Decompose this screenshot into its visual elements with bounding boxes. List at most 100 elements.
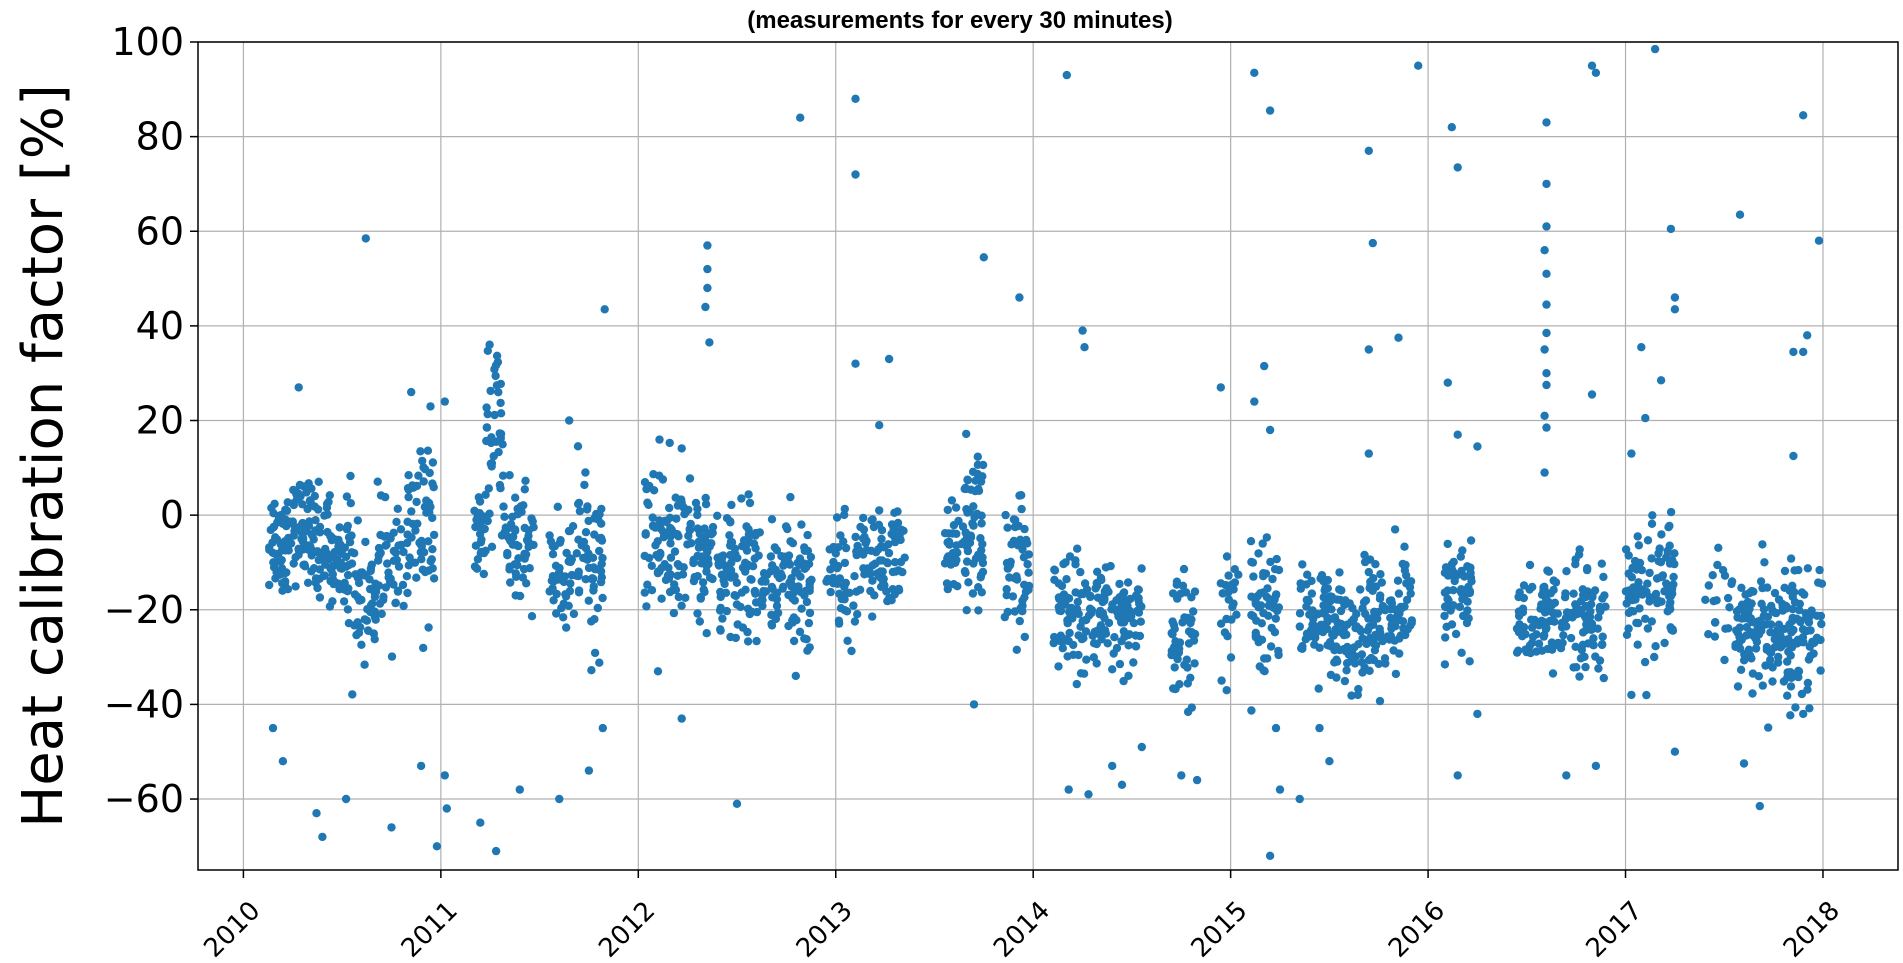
data-point: [417, 536, 426, 546]
data-point: [1757, 626, 1766, 635]
data-point: [419, 643, 428, 653]
data-point: [707, 530, 716, 539]
data-point: [1812, 611, 1822, 620]
data-point: [736, 602, 745, 612]
y-tick-label: −40: [104, 682, 184, 726]
data-point: [1217, 676, 1226, 685]
data-point: [883, 558, 892, 568]
data-point: [1014, 521, 1023, 531]
data-point: [660, 560, 669, 569]
data-point: [1756, 577, 1766, 586]
data-point: [1627, 449, 1636, 458]
data-point: [745, 498, 755, 508]
data-point: [520, 523, 529, 533]
data-point: [727, 500, 736, 510]
data-point: [1263, 584, 1272, 593]
data-point: [1739, 759, 1749, 768]
data-point: [1015, 491, 1024, 500]
data-point: [510, 560, 519, 569]
data-point: [1642, 690, 1651, 700]
data-point: [1093, 567, 1102, 576]
data-point: [1271, 723, 1281, 733]
data-point: [555, 563, 564, 573]
data-point: [1320, 607, 1330, 616]
y-tick-label: 60: [136, 209, 184, 253]
data-point: [1704, 581, 1714, 590]
data-point: [1458, 595, 1467, 604]
data-point: [760, 569, 769, 579]
data-point: [1786, 554, 1796, 563]
data-point: [385, 577, 395, 586]
data-point: [1635, 604, 1644, 613]
data-point: [1542, 595, 1551, 604]
data-point: [503, 548, 512, 558]
data-point: [725, 531, 734, 540]
data-point: [559, 613, 568, 622]
data-point: [269, 522, 279, 531]
data-point: [511, 569, 520, 578]
data-point: [971, 476, 980, 485]
data-point: [506, 578, 515, 587]
y-tick-label: 20: [136, 399, 184, 443]
data-point: [1002, 585, 1011, 594]
data-point: [1562, 771, 1571, 780]
data-point: [1298, 560, 1307, 569]
data-point: [471, 541, 481, 550]
data-point: [396, 525, 406, 534]
data-points: [265, 44, 1827, 860]
data-point: [1640, 657, 1650, 667]
data-point: [403, 484, 413, 493]
data-point: [1528, 582, 1537, 592]
data-point: [1665, 592, 1674, 601]
data-point: [677, 498, 686, 507]
data-point: [1587, 61, 1597, 70]
data-point: [1123, 578, 1133, 587]
data-point: [1352, 622, 1361, 631]
data-point: [1447, 620, 1457, 629]
data-point: [1364, 146, 1374, 155]
x-tick-label: 2011: [396, 896, 464, 963]
data-point: [1054, 593, 1064, 602]
data-point: [565, 416, 574, 425]
data-point: [978, 539, 987, 549]
data-point: [1063, 619, 1072, 628]
data-point: [874, 520, 884, 529]
data-point: [1255, 662, 1265, 671]
data-point: [472, 515, 481, 524]
data-point: [522, 579, 531, 588]
data-point: [862, 545, 871, 555]
data-point: [1440, 602, 1450, 611]
data-point: [1795, 605, 1804, 615]
data-point: [494, 388, 503, 397]
data-point: [1441, 633, 1450, 642]
data-point: [521, 476, 530, 485]
data-point: [1316, 624, 1325, 634]
data-point: [595, 510, 604, 519]
data-point: [1654, 557, 1663, 566]
data-point: [1119, 676, 1128, 686]
data-point: [718, 614, 727, 623]
data-point: [1017, 504, 1026, 514]
data-point: [303, 578, 313, 587]
data-point: [1380, 654, 1390, 663]
data-point: [491, 846, 501, 856]
data-point: [423, 446, 433, 455]
data-point: [942, 579, 952, 588]
data-point: [278, 519, 288, 528]
data-point: [1747, 586, 1757, 596]
data-point: [341, 794, 351, 804]
data-point: [511, 591, 520, 600]
data-point: [412, 573, 421, 582]
data-point: [496, 409, 506, 418]
data-point: [875, 421, 884, 430]
y-axis-label: Heat calibration factor [%]: [11, 84, 76, 828]
data-point: [422, 496, 431, 505]
data-point: [703, 283, 712, 293]
data-point: [789, 636, 799, 646]
data-point: [1670, 747, 1680, 756]
data-point: [876, 567, 885, 576]
data-point: [1375, 624, 1384, 634]
data-point: [1136, 617, 1146, 626]
data-point: [508, 512, 517, 521]
data-point: [1171, 684, 1180, 694]
